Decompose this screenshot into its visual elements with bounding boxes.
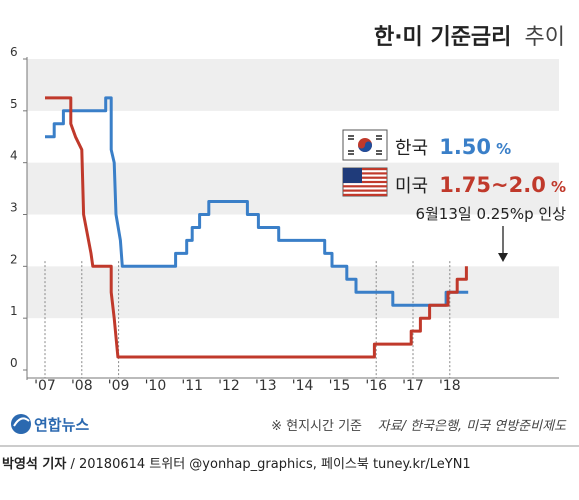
source-text: 자료/ 한국은행, 미국 연방준비제도: [378, 419, 567, 434]
y-tick-label: 6: [10, 45, 18, 59]
legend-korea-label: 한국: [395, 138, 428, 159]
legend-us-unit: %: [551, 178, 566, 196]
x-tick-label: '13: [255, 378, 277, 394]
legend-korea-value: 1.50: [439, 135, 491, 159]
x-tick-label: '09: [108, 378, 130, 394]
y-tick-label: 4: [10, 149, 18, 163]
us-flag-icon: [342, 167, 388, 197]
legend-us-text: 미국 1.75~2.0 %: [395, 173, 566, 197]
series-lines: [45, 96, 469, 359]
x-tick-label: '08: [71, 378, 93, 394]
y-tick-label: 3: [10, 201, 18, 215]
band-5-6: [27, 59, 559, 111]
x-tick-label: '16: [365, 378, 387, 394]
legend-korea-unit: %: [496, 140, 511, 158]
chart-title-main: 한·미 기준금리: [374, 25, 511, 50]
x-tick-label: '18: [439, 378, 461, 394]
byline-rest: / 20180614 트위터 @yonhap_graphics, 페이스북 tu…: [70, 457, 470, 472]
x-tick-label: '10: [145, 378, 167, 394]
legend-us-value: 1.75~2.0: [439, 173, 546, 197]
x-tick-label: '17: [402, 378, 424, 394]
y-axis: 0 1 2 3 4 5 6: [10, 45, 28, 380]
x-tick-label: '14: [292, 378, 314, 394]
byline-author: 박영석 기자: [2, 456, 66, 472]
y-tick-label: 1: [10, 304, 18, 318]
annotation-arrow: [498, 226, 508, 262]
x-tick-label: '15: [329, 378, 351, 394]
y-tick-label: 2: [10, 252, 18, 266]
y-tick-label: 5: [10, 97, 18, 111]
x-axis: '07 '08 '09 '10 '11 '12 '13 '14 '15 '16 '17 '18: [27, 377, 559, 394]
chart-title-sub: 추이: [525, 25, 565, 50]
series-line-us: [45, 96, 468, 359]
legend-korea: 한국 1.50 %: [342, 129, 511, 161]
yonhap-logo-icon: [11, 414, 31, 434]
y-tick-label: 0: [10, 356, 18, 370]
x-tick-label: '11: [181, 378, 203, 394]
logo-text: 연합뉴스: [34, 416, 89, 434]
note-text: ※ 현지시간 기준: [271, 419, 362, 434]
korea-flag-icon: [348, 135, 382, 155]
legend-korea-text: 한국 1.50 %: [395, 135, 511, 159]
legend-us-label: 미국: [395, 176, 428, 197]
legend-us: 미국 1.75~2.0 %: [342, 167, 566, 197]
series-line-korea: [45, 96, 469, 307]
annotation-text: 6월13일 0.25%p 인상: [415, 205, 566, 223]
byline: 박영석 기자 / 20180614 트위터 @yonhap_graphics, …: [2, 456, 471, 472]
band-1-2: [27, 266, 559, 319]
logo: 연합뉴스: [11, 414, 89, 434]
x-tick-label: '07: [34, 378, 56, 394]
x-tick-label: '12: [218, 378, 240, 394]
chart-title: 한·미 기준금리 추이: [374, 25, 565, 50]
dashed-markers: [44, 261, 451, 378]
